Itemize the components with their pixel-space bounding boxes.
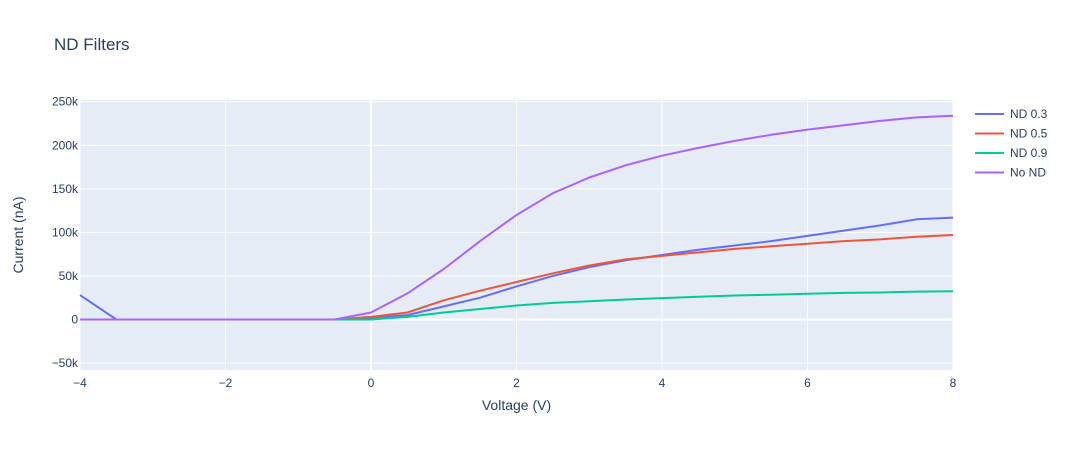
x-axis-title: Voltage (V) — [482, 397, 551, 413]
y-tick-label: 50k — [59, 269, 79, 283]
x-tick-label: 0 — [368, 376, 375, 390]
x-tick-label: 2 — [513, 376, 520, 390]
y-axis-title: Current (nA) — [10, 196, 26, 273]
series-line-4[interactable] — [80, 114, 954, 321]
y-tick-label: 150k — [52, 182, 79, 196]
x-tick-label: 8 — [950, 376, 957, 390]
legend-item[interactable]: ND 0.5 — [975, 127, 1048, 141]
legend-item[interactable]: ND 0.3 — [975, 107, 1048, 121]
y-tick-label: 200k — [52, 138, 79, 152]
y-tick-label: 100k — [52, 225, 79, 239]
x-tick-label: −4 — [73, 376, 87, 390]
x-tick-label: −2 — [219, 376, 233, 390]
chart-title: ND Filters — [54, 35, 130, 54]
y-tick-label: 0 — [71, 312, 78, 326]
x-axis-ticks: −4 −2 0 2 4 6 8 — [73, 376, 957, 390]
legend-label: No ND — [1010, 166, 1046, 180]
legend[interactable]: ND 0.3 ND 0.5 ND 0.9 No ND — [975, 107, 1048, 180]
x-tick-label: 4 — [659, 376, 666, 390]
grid-lines — [79, 100, 954, 370]
x-tick-label: 6 — [804, 376, 811, 390]
legend-label: ND 0.5 — [1010, 127, 1048, 141]
y-tick-label: −50k — [52, 356, 79, 370]
legend-item[interactable]: ND 0.9 — [975, 146, 1048, 160]
legend-label: ND 0.9 — [1010, 146, 1048, 160]
y-axis-ticks: −50k 0 50k 100k 150k 200k 250k — [52, 95, 79, 370]
y-tick-label: 250k — [52, 95, 79, 109]
legend-label: ND 0.3 — [1010, 107, 1048, 121]
legend-item[interactable]: No ND — [975, 166, 1046, 180]
series-lines[interactable] — [79, 114, 954, 321]
